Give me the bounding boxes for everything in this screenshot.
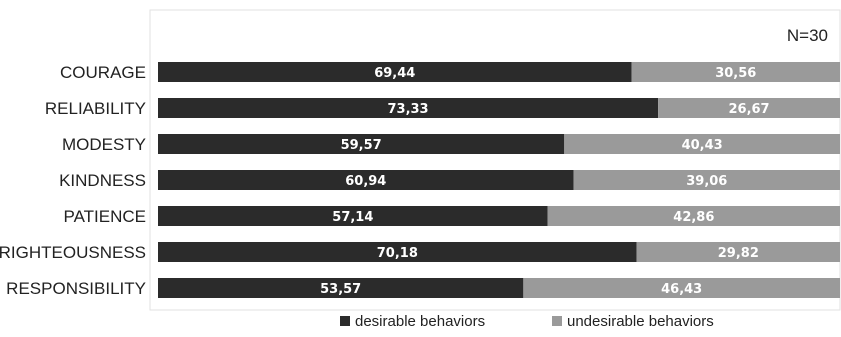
category-label-kindness: KINDNESS — [59, 171, 146, 190]
value-label-undesirable-modesty: 40,43 — [682, 138, 723, 153]
value-label-undesirable-patience: 42,86 — [673, 210, 714, 225]
category-label-patience: PATIENCE — [64, 207, 147, 226]
legend: desirable behaviors undesirable behaviors — [340, 313, 714, 330]
value-label-undesirable-courage: 30,56 — [715, 66, 756, 81]
bar-undesirable-responsibility — [523, 278, 840, 298]
category-labels: COURAGE RELIABILITY MODESTY KINDNESS PATIENC… — [0, 63, 146, 298]
value-label-desirable-reliability: 73,33 — [387, 102, 428, 117]
bar-desirable-responsibility — [158, 278, 524, 298]
value-label-desirable-patience: 57,14 — [332, 210, 373, 225]
value-label-desirable-kindness: 60,94 — [345, 174, 386, 189]
legend-label-desirable: desirable behaviors — [355, 313, 485, 330]
bar-undesirable-patience — [547, 206, 840, 226]
value-label-desirable-modesty: 59,57 — [341, 138, 382, 153]
bar-undesirable-righteousness — [636, 242, 840, 262]
category-label-righteousness: RIGHTEOUSNESS — [0, 243, 146, 262]
legend-swatch-undesirable — [552, 316, 562, 326]
bar-desirable-kindness — [158, 170, 574, 190]
bars: 69,44 30,56 73,33 26,67 59,57 40,43 60,94 39,06… — [158, 62, 840, 298]
value-label-desirable-courage: 69,44 — [374, 66, 415, 81]
value-label-desirable-righteousness: 70,18 — [377, 246, 418, 261]
value-label-desirable-responsibility: 53,57 — [320, 282, 361, 297]
category-label-modesty: MODESTY — [62, 135, 146, 154]
bar-undesirable-courage — [631, 62, 840, 82]
bar-desirable-righteousness — [158, 242, 637, 262]
category-label-reliability: RELIABILITY — [45, 99, 146, 118]
bar-desirable-reliability — [158, 98, 659, 118]
legend-swatch-desirable — [340, 316, 350, 326]
category-label-courage: COURAGE — [60, 63, 146, 82]
bar-desirable-modesty — [158, 134, 565, 154]
bar-undesirable-modesty — [564, 134, 840, 154]
bar-desirable-patience — [158, 206, 548, 226]
sample-size-note: N=30 — [787, 26, 828, 45]
category-label-responsibility: RESPONSIBILITY — [6, 279, 146, 298]
bar-undesirable-reliability — [658, 98, 840, 118]
bar-desirable-courage — [158, 62, 632, 82]
value-label-undesirable-responsibility: 46,43 — [661, 282, 702, 297]
value-label-undesirable-kindness: 39,06 — [686, 174, 727, 189]
value-label-undesirable-righteousness: 29,82 — [718, 246, 759, 261]
value-label-undesirable-reliability: 26,67 — [728, 102, 769, 117]
bar-undesirable-kindness — [573, 170, 840, 190]
legend-label-undesirable: undesirable behaviors — [567, 313, 714, 330]
plot-frame — [149, 9, 841, 311]
